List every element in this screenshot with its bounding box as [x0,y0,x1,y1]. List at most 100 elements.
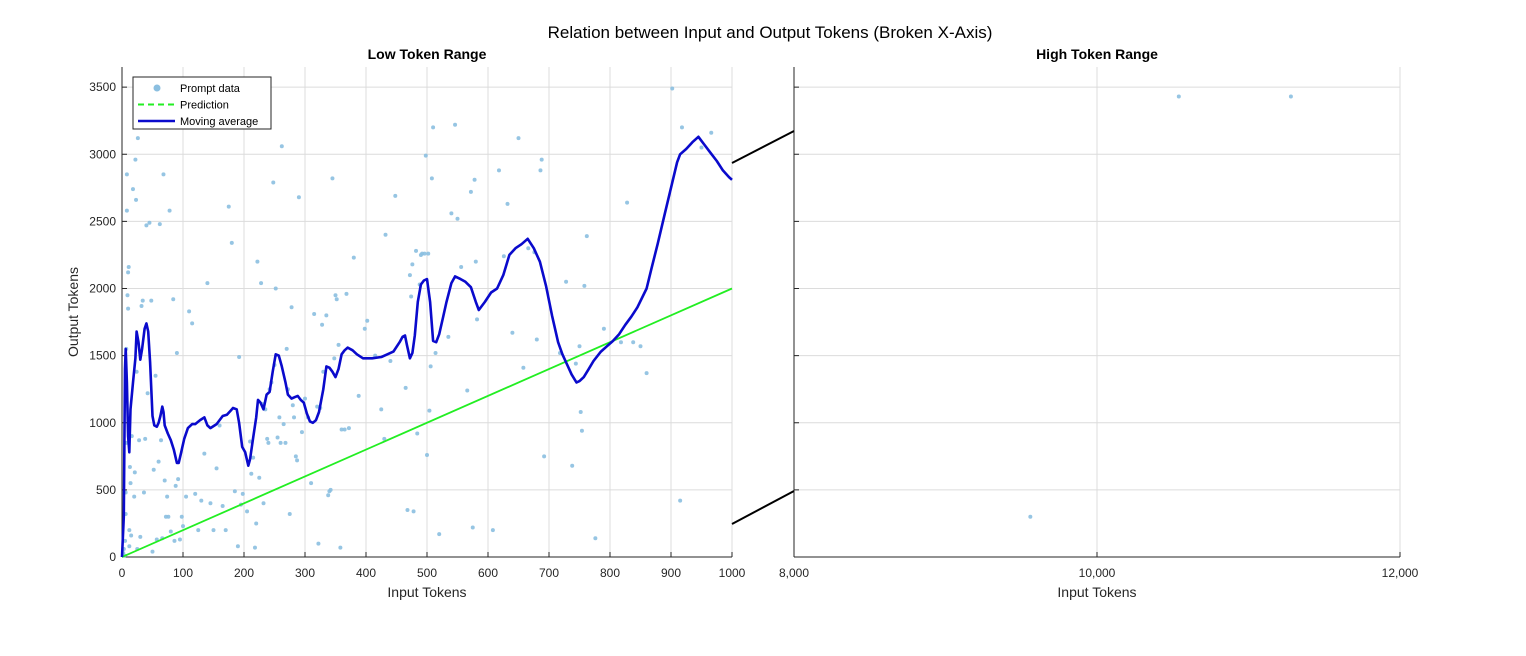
prompt-data-point [538,168,543,173]
prompt-data-point [296,195,301,200]
low-x-tick-label: 800 [600,566,620,580]
prompt-data-point [644,371,649,376]
prompt-data-point [579,428,584,433]
high-x-tick-label: 10,000 [1079,566,1116,580]
moving-average-line [120,135,733,558]
high-x-tick-label: 8,000 [779,566,809,580]
prompt-data-point [166,514,171,519]
prompt-data-point [174,350,179,355]
prompt-data-point [126,306,131,311]
prompt-data-point [618,340,623,345]
prompt-data-point [564,279,569,284]
prompt-data-point [171,297,176,302]
prompt-data-point [455,216,460,221]
prompt-data-point [383,232,388,237]
prompt-data-point [449,211,454,216]
prompt-data-point [403,385,408,390]
prompt-data-point [248,439,253,444]
low-y-tick-label: 1500 [89,349,116,363]
low-y-tick-label: 3000 [89,147,116,161]
lower-break-mark [731,490,795,525]
prompt-data-point [468,189,473,194]
prompt-data-point [211,528,216,533]
prompt-data-point [220,503,225,508]
prompt-data-point [202,451,207,456]
prompt-data-point [328,487,333,492]
prompt-data-point [437,532,442,537]
prompt-data-point [145,391,150,396]
prompt-data-point [505,201,510,206]
prompt-data-point [275,435,280,440]
prompt-data-point [187,309,192,314]
prompt-data-point [289,305,294,310]
prompt-data-point [147,220,152,225]
prompt-data-point [521,365,526,370]
prompt-data-point [638,344,643,349]
low-y-tick-label: 0 [109,550,116,564]
prompt-data-point [578,410,583,415]
prompt-data-point [365,318,370,323]
prompt-data-point [251,455,256,460]
prompt-data-point [176,477,181,482]
prompt-data-point [465,388,470,393]
prompt-data-point [140,298,145,303]
prompt-data-point [351,255,356,260]
low-x-tick-label: 500 [417,566,437,580]
low-subtitle: Low Token Range [368,46,487,62]
prompt-data-point [312,312,317,317]
prompt-data-point [214,466,219,471]
low-x-tick-label: 100 [173,566,193,580]
prompt-data-point [472,177,477,182]
prompt-data-point [699,145,704,150]
prompt-data-point [161,172,166,177]
prompt-data-point [299,430,304,435]
prompt-data-point [433,350,438,355]
prompt-data-point [149,298,154,303]
prompt-data-point [127,528,132,533]
low-range-panel: 0 100 200 300 400 500 600 700 800 900 1000 0 500 1000… [65,46,746,600]
prompt-data-point [252,545,257,550]
prompt-data-point [137,438,142,443]
prompt-data-point [126,270,131,275]
prompt-data-point [625,200,630,205]
prompt-data-point [425,452,429,457]
prompt-data-point [249,471,254,476]
prompt-data-point [217,423,222,428]
prompt-data-point [193,491,198,496]
prompt-data-point [490,528,495,533]
prompt-data-point [157,222,162,227]
prompt-data-point [259,281,264,286]
low-x-tick-label: 300 [295,566,315,580]
prompt-data-point [144,223,149,228]
prompt-data-point [208,501,213,506]
high-x-tick-label: 12,000 [1382,566,1419,580]
prompt-data-point [287,512,292,517]
prompt-data-point [593,536,598,541]
high-subtitle: High Token Range [1036,46,1158,62]
prompt-data-point [159,438,164,443]
prompt-data-point [393,193,398,198]
low-x-tick-label: 700 [539,566,559,580]
prompt-data-point [459,265,464,270]
prompt-data-point [338,545,343,550]
prompt-data-point [316,541,321,546]
prompt-data-point [240,491,245,496]
prompt-data-point [534,337,539,342]
prompt-data-point [678,498,683,503]
prompt-data-point [470,525,475,530]
prompt-data-point [237,354,242,359]
prompt-data-point [132,470,137,475]
prompt-data-point [496,168,501,173]
prompt-data-point [453,122,458,127]
prompt-data-point [320,322,325,327]
prompt-data-point [141,490,146,495]
prompt-data-point [315,404,320,409]
prompt-data-point [153,373,158,378]
prompt-data-point [226,204,231,209]
prompt-data-point [125,293,130,298]
prompt-data-point [584,234,589,239]
prompt-data-point [190,321,195,326]
prompt-data-point [679,125,684,130]
low-y-tick-label: 2500 [89,214,116,228]
